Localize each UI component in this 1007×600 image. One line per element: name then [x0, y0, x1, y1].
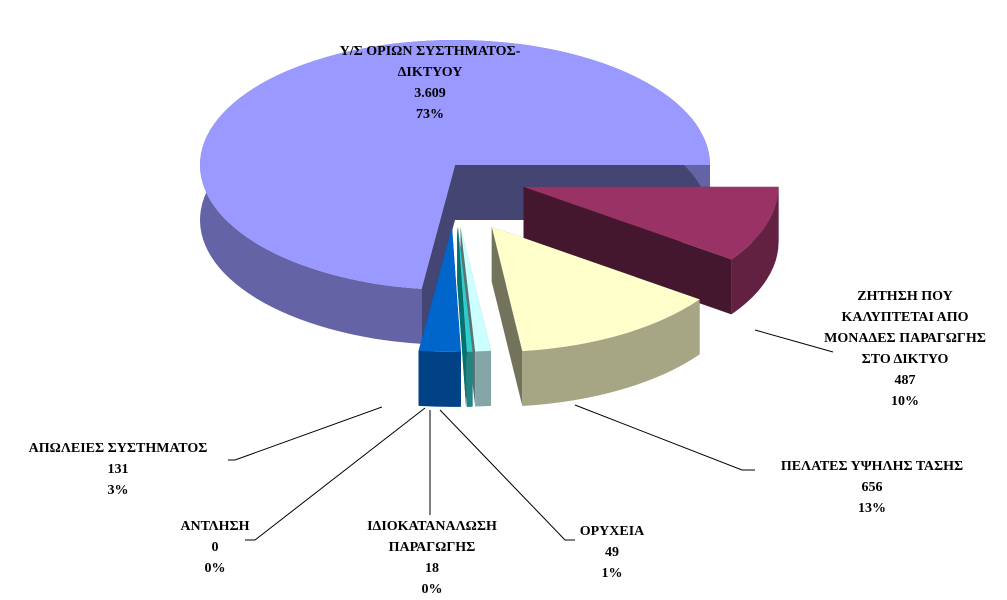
slice-side	[421, 165, 455, 344]
value-label: 487	[895, 373, 916, 388]
slice-wall	[418, 350, 461, 407]
slice	[491, 226, 700, 351]
label-line: ΜΟΝΑΔΕΣ ΠΑΡΑΓΩΓΗΣ	[824, 331, 986, 346]
percent-label: 73%	[416, 107, 444, 122]
label-line: ΚΑΛΥΠΤΕΤΑΙ ΑΠΟ	[841, 310, 968, 325]
label-line: Υ/Σ ΟΡΙΩΝ ΣΥΣΤΗΜΑΤΟΣ-	[340, 44, 521, 59]
label-line: ΙΔΙΟΚΑΤΑΝΑΛΩΣΗ	[367, 519, 497, 534]
slice-wall	[475, 350, 492, 407]
pie	[200, 40, 779, 407]
slice-side	[491, 226, 523, 406]
slice	[200, 40, 710, 289]
leader-line	[245, 407, 426, 541]
value-label: 3.609	[414, 86, 446, 101]
slice-side	[457, 226, 467, 407]
percent-label: 13%	[858, 501, 886, 516]
leader-line	[754, 329, 834, 353]
label-line: ΖΗΤΗΣΗ ΠΟΥ	[857, 289, 953, 304]
value-label: 656	[862, 480, 883, 495]
label-line: ΑΠΩΛΕΙΕΣ ΣΥΣΤΗΜΑΤΟΣ	[29, 441, 208, 456]
label-line: ΠΑΡΑΓΩΓΗΣ	[389, 540, 476, 555]
category-label: Υ/Σ ΟΡΙΩΝ ΣΥΣΤΗΜΑΤΟΣ- ΔΙΚΤΥΟΥ	[340, 44, 521, 80]
slice-wall	[466, 351, 473, 407]
value-label: 131	[108, 462, 129, 477]
label-line: ΔΙΚΤΥΟΥ	[398, 65, 463, 80]
label-line: ΠΕΛΑΤΕΣ ΥΨΗΛΗΣ ΤΑΣΗΣ	[781, 459, 963, 474]
label-line: ΣΤΟ ΔΙΚΤΥΟ	[862, 352, 949, 367]
leader-line	[574, 404, 755, 471]
slice	[457, 226, 473, 352]
percent-label: 1%	[602, 566, 623, 581]
category-label: ΑΝΤΛΗΣΗ	[180, 519, 249, 534]
percent-label: 3%	[108, 483, 129, 498]
slice-wall	[522, 299, 700, 406]
category-label: ΟΡΥΧΕΙΑ	[580, 524, 645, 539]
label-line: ΟΡΥΧΕΙΑ	[580, 524, 645, 539]
slice	[523, 186, 779, 260]
percent-label: 0%	[422, 582, 443, 597]
category-label: ΠΕΛΑΤΕΣ ΥΨΗΛΗΣ ΤΑΣΗΣ	[781, 459, 963, 474]
percent-label: 10%	[891, 394, 919, 409]
value-label: 49	[605, 545, 619, 560]
value-label: 18	[425, 561, 439, 576]
value-label: 0	[212, 540, 219, 555]
leader-line	[439, 409, 575, 541]
slice	[418, 226, 461, 352]
slice	[460, 226, 492, 352]
percent-label: 0%	[205, 561, 226, 576]
category-label: ΖΗΤΗΣΗ ΠΟΥ ΚΑΛΥΠΤΕΤΑΙ ΑΠΟ ΜΟΝΑΔΕΣ ΠΑΡΑΓΩΓΗ…	[824, 289, 986, 367]
category-label: ΑΠΩΛΕΙΕΣ ΣΥΣΤΗΜΑΤΟΣ	[29, 441, 208, 456]
slice-side	[523, 186, 732, 315]
slice-wall	[731, 186, 779, 315]
leader-line	[228, 406, 383, 461]
label-line: ΑΝΤΛΗΣΗ	[180, 519, 249, 534]
category-label: ΙΔΙΟΚΑΤΑΝΑΛΩΣΗ ΠΑΡΑΓΩΓΗΣ	[367, 519, 497, 555]
